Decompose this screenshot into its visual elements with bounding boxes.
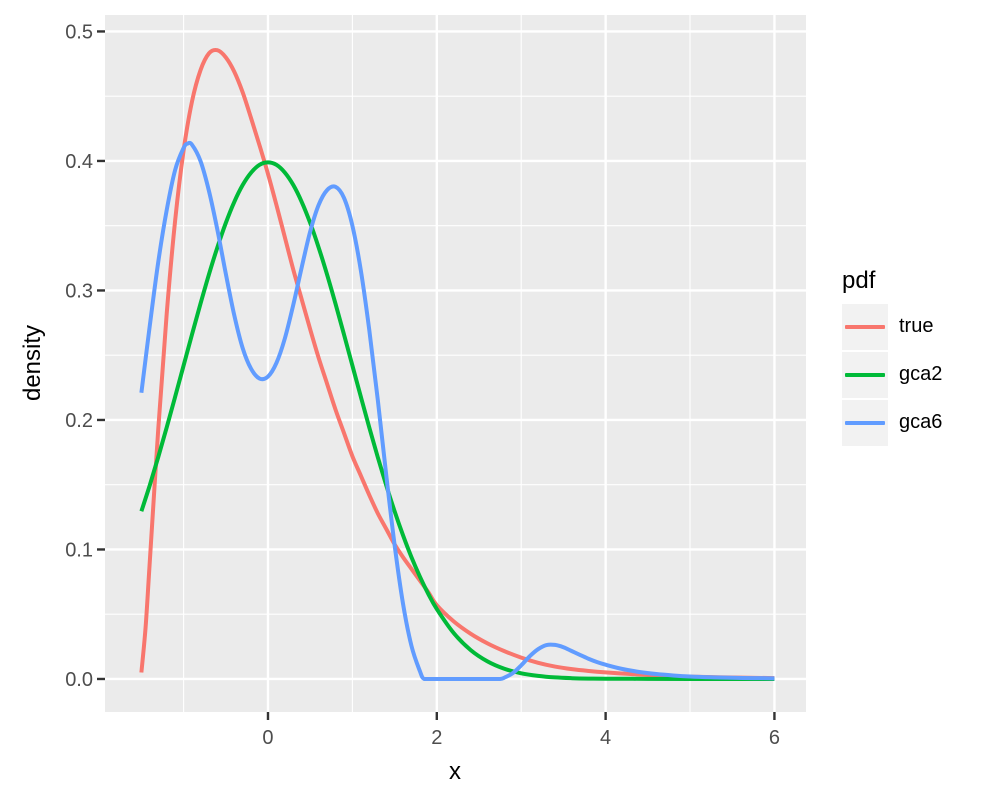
legend-key-true [842,303,888,350]
y-tick-label: 0.5 [65,21,93,43]
legend: pdf true gca2 gca6 [842,267,942,448]
y-tick-label: 0.1 [65,539,93,561]
panel-background [105,15,806,712]
legend-label-gca2: gca2 [899,363,943,386]
legend-label-true: true [899,315,934,338]
plot-panel [105,15,806,712]
x-axis-title: x [449,758,461,785]
y-tick-label: 0.4 [65,151,93,173]
legend-label-gca6: gca6 [899,411,943,434]
x-tick-label: 0 [262,727,273,749]
legend-item-true: true [842,303,942,350]
series-line-gca2 [139,160,775,681]
axis-ticks [97,30,776,720]
y-axis-title: density [19,325,46,401]
axis-tick-labels: 0 2 4 6 0.0 0.1 0.2 0.3 0.4 0.5 [65,21,780,749]
legend-key-gca2 [842,351,888,398]
legend-line-icon [845,372,885,377]
series-line-true [139,47,775,681]
y-tick-label: 0.0 [65,669,93,691]
x-tick-label: 4 [600,727,611,749]
series-curves [139,47,775,681]
series-line-gca6 [139,140,775,681]
legend-item-gca2: gca2 [842,351,943,398]
x-tick-label: 6 [769,727,780,749]
x-tick-label: 2 [431,727,442,749]
legend-key-gca6 [842,399,888,446]
y-tick-label: 0.2 [65,410,93,432]
legend-line-icon [845,420,885,425]
legend-item-gca6: gca6 [842,399,943,446]
y-tick-label: 0.3 [65,280,93,302]
legend-line-icon [845,324,885,329]
legend-title: pdf [842,267,876,294]
